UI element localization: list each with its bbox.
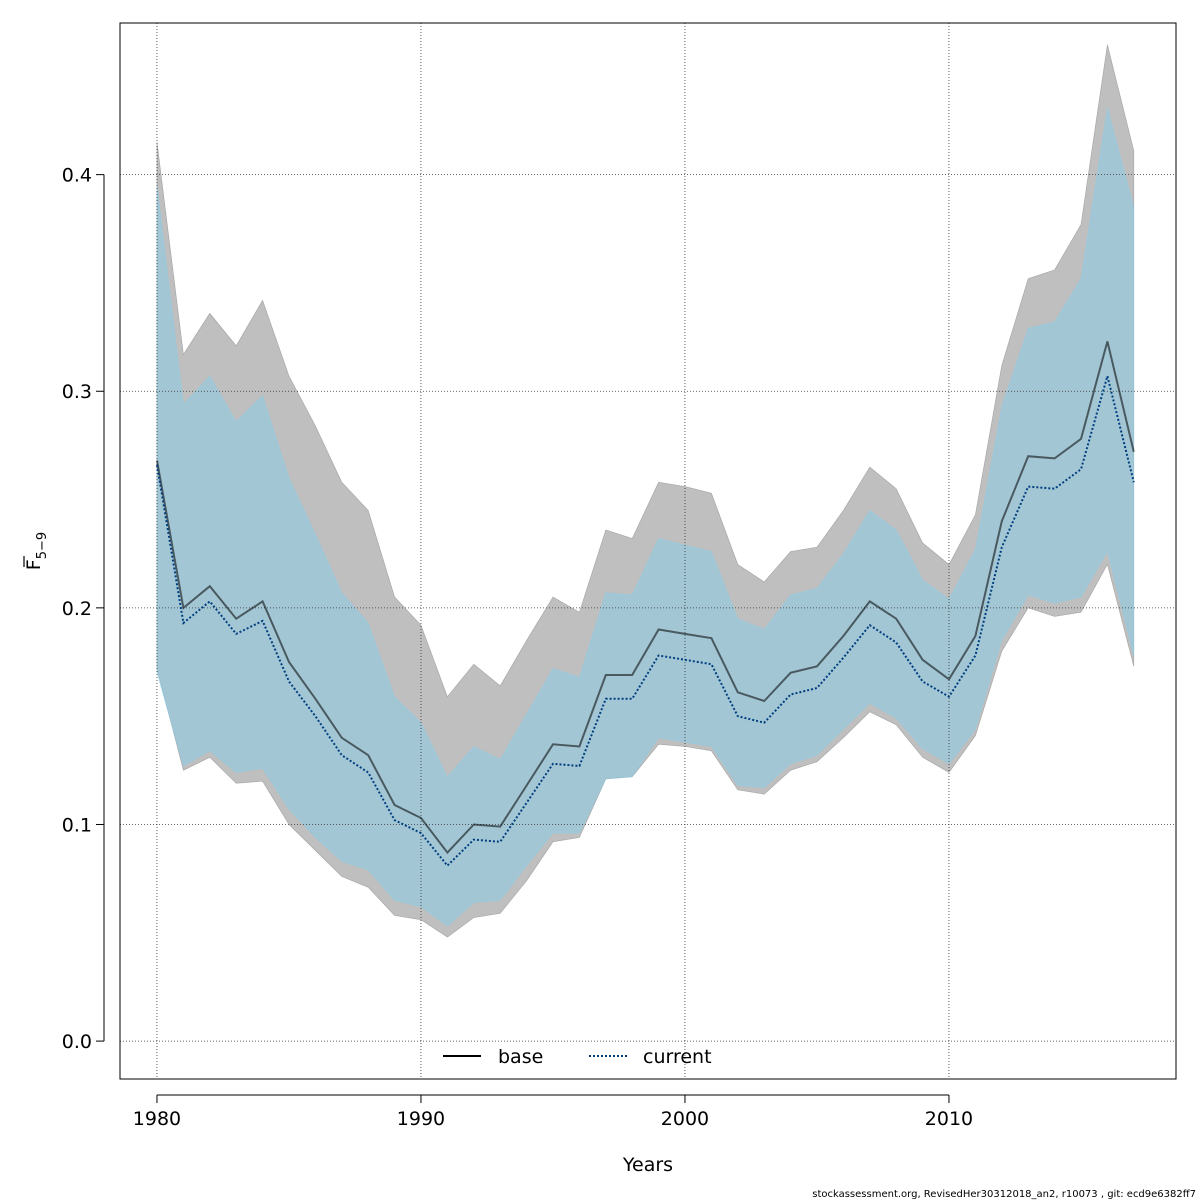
confidence-bands: [156, 44, 1135, 938]
x-tick-label-2010: 2010: [925, 1108, 973, 1130]
x-tick-label-2000: 2000: [661, 1108, 709, 1130]
y-axis: 0.0 0.1 0.2 0.3 0.4: [62, 165, 105, 1053]
footer-credit: stockassessment.org, RevisedHer30312018_…: [812, 1189, 1196, 1200]
y-tick-label-0.2: 0.2: [62, 598, 92, 620]
x-axis-title: Years: [622, 1154, 673, 1176]
legend-label-base: base: [498, 1046, 543, 1068]
y-axis-title: F5−9: [23, 532, 50, 570]
y-axis-title-subscript: 5−9: [35, 532, 50, 559]
series-lines: [156, 341, 1135, 868]
x-tick-label-1990: 1990: [397, 1108, 445, 1130]
y-tick-label-0.0: 0.0: [62, 1031, 92, 1053]
y-tick-label-0.4: 0.4: [62, 165, 92, 187]
legend-label-current: current: [643, 1046, 712, 1068]
grid-lines: [120, 23, 1176, 1079]
x-tick-label-1980: 1980: [133, 1108, 181, 1130]
svg-text:F5−9: F5−9: [23, 532, 50, 570]
y-tick-label-0.3: 0.3: [62, 381, 92, 403]
confidence-band-current: [156, 107, 1135, 927]
y-tick-label-0.1: 0.1: [62, 814, 92, 836]
legend: base current: [443, 1046, 712, 1068]
plot-frame: [119, 22, 1177, 1080]
x-axis: 1980 1990 2000 2010: [133, 1094, 973, 1130]
y-axis-title-main: F: [23, 559, 45, 570]
series-line-base: [156, 341, 1135, 855]
